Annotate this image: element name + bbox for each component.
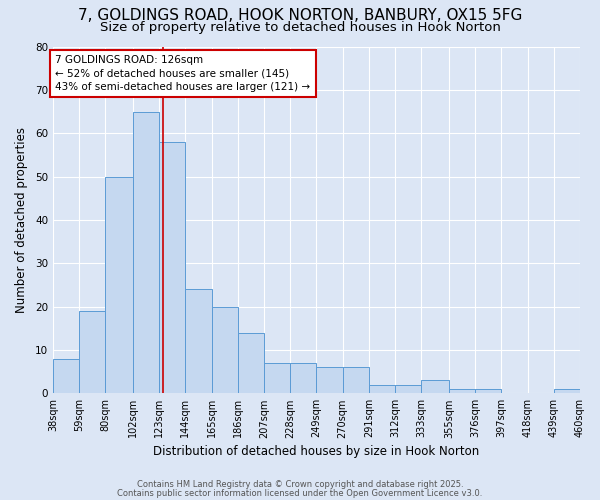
Bar [79, 311, 106, 394]
Text: Size of property relative to detached houses in Hook Norton: Size of property relative to detached ho… [100, 21, 500, 34]
Bar [264, 363, 290, 394]
Bar [449, 389, 475, 394]
Text: Contains HM Land Registry data © Crown copyright and database right 2025.: Contains HM Land Registry data © Crown c… [137, 480, 463, 489]
Bar [316, 368, 343, 394]
Text: 7 GOLDINGS ROAD: 126sqm
← 52% of detached houses are smaller (145)
43% of semi-d: 7 GOLDINGS ROAD: 126sqm ← 52% of detache… [55, 55, 311, 92]
Bar [212, 306, 238, 394]
Bar [475, 389, 502, 394]
Text: 7, GOLDINGS ROAD, HOOK NORTON, BANBURY, OX15 5FG: 7, GOLDINGS ROAD, HOOK NORTON, BANBURY, … [78, 8, 522, 22]
Bar [395, 384, 421, 394]
Bar [106, 176, 133, 394]
Bar [290, 363, 316, 394]
Bar [53, 358, 79, 394]
Y-axis label: Number of detached properties: Number of detached properties [15, 127, 28, 313]
Bar [238, 332, 264, 394]
Bar [343, 368, 369, 394]
Bar [185, 290, 212, 394]
Bar [421, 380, 449, 394]
Bar [159, 142, 185, 394]
X-axis label: Distribution of detached houses by size in Hook Norton: Distribution of detached houses by size … [154, 444, 479, 458]
Text: Contains public sector information licensed under the Open Government Licence v3: Contains public sector information licen… [118, 489, 482, 498]
Bar [133, 112, 159, 394]
Bar [369, 384, 395, 394]
Bar [554, 389, 580, 394]
